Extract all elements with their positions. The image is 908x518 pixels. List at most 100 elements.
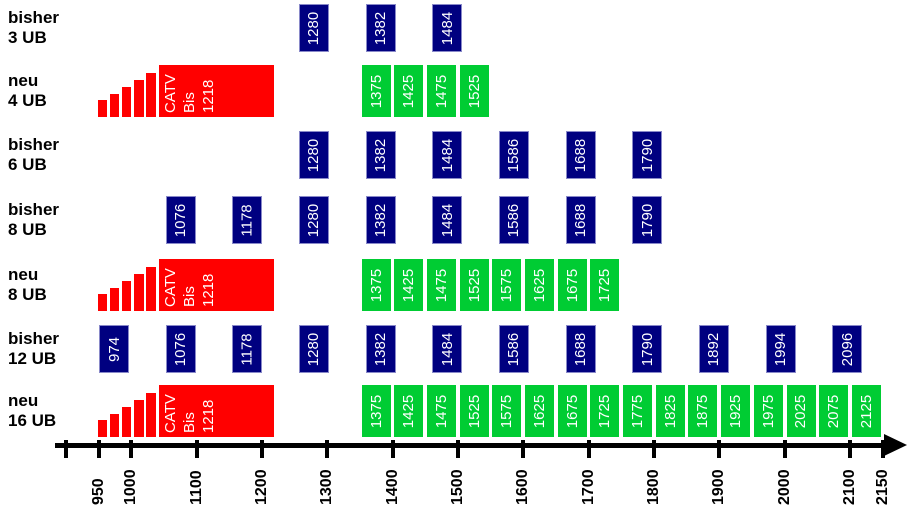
axis-tick [586,440,591,458]
frequency-box-value: 1475 [433,268,451,302]
axis-tick [325,440,330,458]
frequency-box-value: 1625 [531,268,549,302]
frequency-box-1790: 1790 [632,131,663,179]
frequency-box-1425: 1425 [394,65,424,117]
frequency-box-value: 1975 [759,394,777,428]
frequency-box-value: 2025 [792,394,810,428]
frequency-box-value: 1892 [705,332,723,366]
frequency-box-2025: 2025 [786,385,816,437]
frequency-box-1875: 1875 [688,385,718,437]
frequency-box-1825: 1825 [655,385,685,437]
axis-tick-label: 1400 [383,469,401,505]
catv-step-bar [146,73,156,117]
row-label-line2: 3 UB [8,28,47,47]
frequency-box-value: 1425 [400,268,418,302]
row-label-bisher-12ub: bisher 12 UB [8,329,59,369]
axis-tick [848,440,853,458]
frequency-box-value: 1425 [400,394,418,428]
frequency-box-value: 1725 [596,268,614,302]
row-label-bisher-3ub: bisher 3 UB [8,8,59,48]
frequency-box-value: 1280 [305,203,323,237]
frequency-box-974: 974 [99,325,130,373]
row-label-line1: bisher [8,135,60,154]
axis-tick-label: 1800 [644,469,662,505]
frequency-box-value: 1675 [563,268,581,302]
frequency-box-1994: 1994 [765,325,796,373]
axis-tick [63,440,68,458]
frequency-box-1586: 1586 [499,131,530,179]
frequency-box-value: 1790 [638,332,656,366]
row-label-bisher-6ub: bisher 6 UB [8,135,59,175]
frequency-box-1575: 1575 [492,385,522,437]
frequency-box-1382: 1382 [365,196,396,244]
row-label-neu-4ub: neu 4 UB [8,71,47,111]
row-label-line2: 6 UB [8,155,47,174]
frequency-box-1725: 1725 [590,385,620,437]
frequency-box-value: 1280 [305,332,323,366]
frequency-box-value: 1375 [367,268,385,302]
catv-label-line2: Bis [180,92,198,113]
frequency-box-1484: 1484 [432,325,463,373]
frequency-box-value: 1178 [238,203,256,237]
frequency-box-1382: 1382 [365,4,396,52]
frequency-box-2125: 2125 [851,385,881,437]
frequency-box-value: 1484 [438,11,456,45]
row-label-line1: neu [8,265,39,284]
frequency-box-1586: 1586 [499,196,530,244]
axis-tick-label: 1600 [514,469,532,505]
frequency-box-1688: 1688 [565,196,596,244]
frequency-box-1425: 1425 [394,259,424,311]
catv-step-bar [134,400,144,437]
frequency-box-value: 1425 [400,74,418,108]
frequency-box-1475: 1475 [427,385,457,437]
frequency-box-value: 1484 [438,138,456,172]
frequency-box-value: 1688 [572,203,590,237]
axis-tick-label: 1500 [448,469,466,505]
frequency-box-1525: 1525 [459,65,489,117]
frequency-box-1076: 1076 [165,196,196,244]
frequency-box-value: 1076 [172,332,190,366]
row-label-neu-16ub: neu 16 UB [8,391,56,431]
frequency-box-value: 974 [105,336,123,362]
frequency-box-1475: 1475 [427,259,457,311]
frequency-box-2096: 2096 [832,325,863,373]
catv-step-bar [134,274,144,311]
frequency-box-1425: 1425 [394,385,424,437]
axis-tick-label: 1900 [710,469,728,505]
axis-tick [521,440,526,458]
frequency-box-value: 1484 [438,203,456,237]
frequency-box-value: 1688 [572,332,590,366]
frequency-box-1975: 1975 [753,385,783,437]
frequency-box-value: 1925 [727,394,745,428]
frequency-box-value: 1382 [372,138,390,172]
frequency-box-1675: 1675 [557,259,587,311]
frequency-box-1375: 1375 [361,385,391,437]
frequency-box-1375: 1375 [361,259,391,311]
frequency-box-value: 1475 [433,74,451,108]
frequency-box-value: 1382 [372,11,390,45]
catv-label-line3: 1218 [199,79,217,113]
catv-label-line2: Bis [180,286,198,307]
catv-band-block: CATV Bis 1218 [158,385,274,437]
axis-tick [259,440,264,458]
frequency-box-1675: 1675 [557,385,587,437]
axis-tick [455,440,460,458]
frequency-box-value: 1525 [465,74,483,108]
frequency-box-1280: 1280 [299,131,330,179]
catv-step-bar [121,407,132,437]
row-label-line1: bisher [8,200,60,219]
frequency-box-1475: 1475 [427,65,457,117]
frequency-box-1892: 1892 [699,325,730,373]
frequency-box-value: 1725 [596,394,614,428]
catv-step-bar [97,294,107,311]
frequency-box-1586: 1586 [499,325,530,373]
catv-step-bar [121,281,132,311]
catv-label-line1: CATV [161,74,179,113]
frequency-box-1625: 1625 [525,385,555,437]
frequency-box-1280: 1280 [299,4,330,52]
row-label-line1: neu [8,71,39,90]
catv-step-bar [109,94,120,117]
frequency-box-value: 1675 [563,394,581,428]
frequency-box-value: 1875 [694,394,712,428]
